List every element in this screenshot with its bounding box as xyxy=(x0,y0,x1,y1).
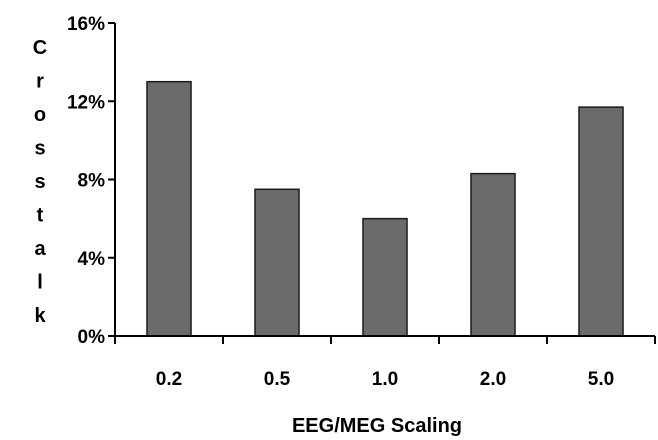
y-axis-label-letter: r xyxy=(36,71,44,93)
y-axis-label-letter: C xyxy=(33,37,47,59)
y-axis-label-letter: s xyxy=(34,171,45,193)
bar-5-0 xyxy=(578,106,624,337)
y-axis-label-letter: k xyxy=(34,305,46,327)
bar-0-2 xyxy=(146,80,192,337)
y-tick-label: 12% xyxy=(67,92,105,113)
x-tick-label: 0.5 xyxy=(264,369,291,390)
y-tick-label: 0% xyxy=(78,327,106,348)
y-axis-ticks: 0% 4% 8% 12% 16% xyxy=(67,14,115,348)
bar-0-5 xyxy=(254,188,300,337)
y-axis-label-letter: a xyxy=(34,238,46,260)
y-axis-label-letter: o xyxy=(34,104,46,126)
x-tick-label: 0.2 xyxy=(156,369,182,390)
bars xyxy=(146,80,624,337)
x-tick-label: 1.0 xyxy=(372,369,398,390)
x-tick-label: 5.0 xyxy=(588,369,614,390)
y-axis-label-letter: l xyxy=(37,272,43,294)
y-tick-label: 4% xyxy=(78,249,106,270)
y-tick-label: 16% xyxy=(67,14,105,35)
x-tick-label: 2.0 xyxy=(480,369,506,390)
bar-1-0 xyxy=(362,217,408,337)
bar-2-0 xyxy=(470,172,516,337)
y-axis-label-letter: s xyxy=(34,138,45,160)
y-axis-label-letter: t xyxy=(37,205,44,227)
y-tick-label: 8% xyxy=(78,171,106,192)
x-axis-label: EEG/MEG Scaling xyxy=(292,415,462,437)
x-axis-ticks: 0.2 0.5 1.0 2.0 5.0 xyxy=(114,336,656,390)
